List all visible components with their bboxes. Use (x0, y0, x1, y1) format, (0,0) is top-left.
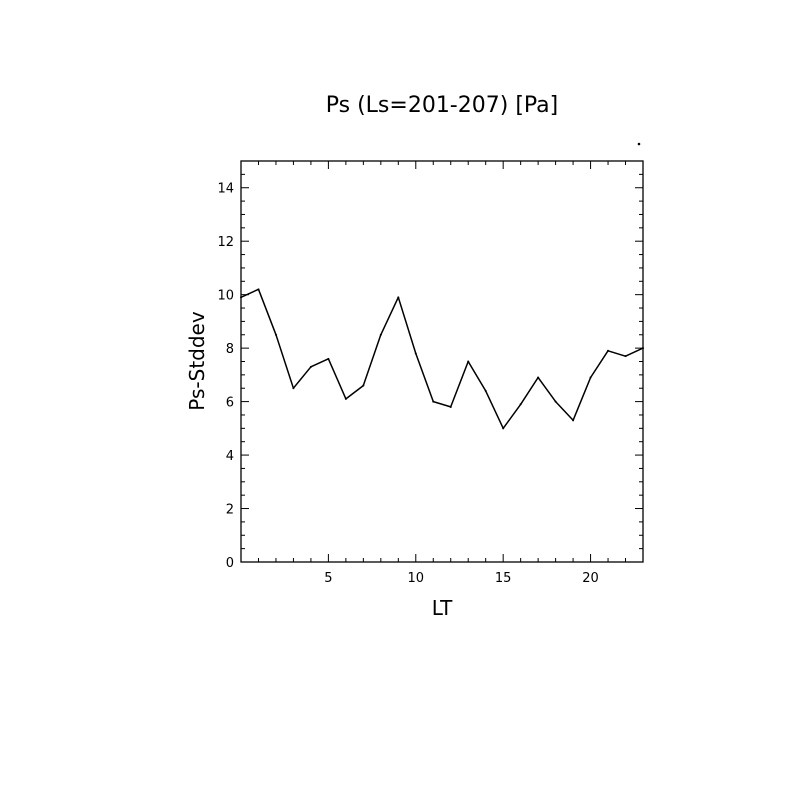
y-tick-label: 10 (217, 289, 234, 304)
data-point (624, 355, 627, 358)
data-point (362, 384, 365, 387)
corner-dot (637, 142, 641, 146)
data-points (240, 288, 644, 430)
data-point (537, 376, 540, 379)
y-tick-label: 6 (226, 396, 234, 411)
data-point (589, 376, 592, 379)
data-point (607, 349, 610, 352)
y-tick-label: 4 (226, 449, 234, 464)
data-point (449, 405, 452, 408)
data-point (397, 296, 400, 299)
y-axis-label: Ps-Stddev (185, 311, 209, 411)
y-tick-label: 8 (226, 342, 234, 357)
x-tick-label: 5 (324, 571, 332, 586)
data-point (414, 352, 417, 355)
data-point (484, 389, 487, 392)
x-tick-label: 20 (582, 571, 599, 586)
axis-ticks (241, 161, 643, 562)
data-point (344, 397, 347, 400)
y-tick-label: 14 (217, 182, 234, 197)
y-tick-label: 12 (217, 235, 234, 250)
data-point (502, 427, 505, 430)
data-point (432, 400, 435, 403)
x-tick-label: 10 (408, 571, 425, 586)
data-point (309, 365, 312, 368)
chart-title: Ps (Ls=201-207) [Pa] (326, 93, 559, 118)
data-point (519, 403, 522, 406)
data-point (257, 288, 260, 291)
y-tick-label: 2 (226, 503, 234, 518)
tick-labels: 5 10 15 20 0 2 4 6 8 10 12 14 (217, 182, 598, 586)
data-point (274, 333, 277, 336)
data-point (554, 400, 557, 403)
series-line (240, 288, 644, 430)
x-tick-label: 15 (495, 571, 512, 586)
data-point (379, 333, 382, 336)
y-tick-label: 0 (226, 556, 234, 571)
data-point (572, 419, 575, 422)
plot-frame (240, 160, 644, 563)
x-axis-label: LT (432, 596, 453, 620)
data-point (467, 360, 470, 363)
data-point (327, 357, 330, 360)
data-point (292, 387, 295, 390)
